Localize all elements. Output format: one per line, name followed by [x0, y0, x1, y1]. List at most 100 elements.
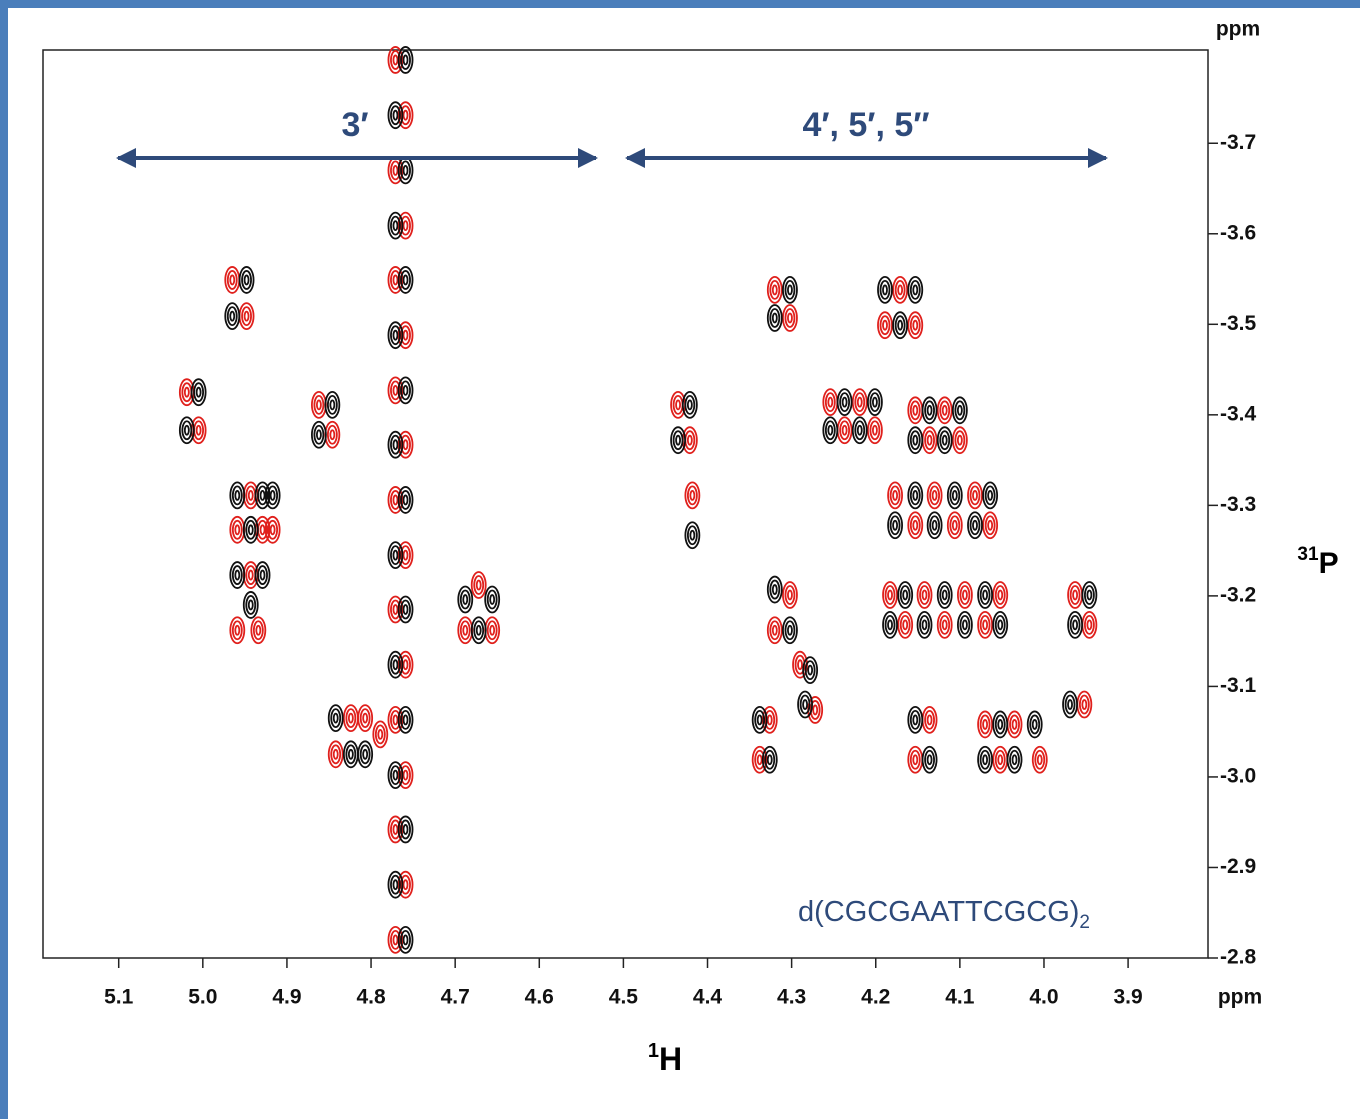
- contour-ring: [979, 585, 991, 605]
- peak: [751, 745, 768, 774]
- contour-ring: [329, 429, 336, 441]
- contour-ring: [909, 710, 921, 730]
- peak: [907, 311, 924, 340]
- contour-ring: [1064, 694, 1076, 715]
- contour-ring: [982, 589, 988, 601]
- contour-ring: [243, 310, 250, 322]
- peak: [397, 761, 414, 790]
- peak: [916, 581, 933, 609]
- contour-ring: [390, 819, 401, 840]
- y-tick-label: -3.1: [1220, 674, 1257, 697]
- peak: [229, 481, 246, 510]
- peak: [982, 511, 999, 540]
- contour-ring: [459, 620, 471, 641]
- contour-ring: [984, 515, 996, 536]
- peak: [397, 101, 414, 130]
- contour-ring: [909, 515, 921, 536]
- contour-ring: [962, 619, 968, 631]
- x-tick-label: 5.0: [188, 986, 217, 1009]
- contour-ring: [994, 714, 1006, 735]
- contour-ring: [402, 439, 409, 451]
- contour-ring: [264, 515, 281, 544]
- contour-ring: [313, 424, 325, 445]
- peak: [977, 710, 993, 739]
- peak: [387, 101, 404, 130]
- contour-ring: [899, 614, 911, 635]
- contour-ring: [387, 430, 404, 459]
- contour-ring: [234, 624, 241, 636]
- contour-ring: [912, 489, 919, 501]
- contour-ring: [766, 754, 773, 766]
- contour-ring: [183, 424, 190, 436]
- contour-ring: [402, 934, 409, 946]
- contour-ring: [994, 749, 1006, 770]
- peak: [977, 610, 993, 639]
- peak: [372, 720, 389, 749]
- contour-ring: [946, 511, 963, 540]
- peak: [357, 740, 374, 769]
- contour-ring: [392, 879, 399, 891]
- peak: [946, 481, 963, 510]
- peak: [851, 388, 868, 417]
- contour-ring: [462, 624, 469, 636]
- contour-ring: [195, 424, 202, 436]
- contour-ring: [473, 575, 485, 595]
- contour-ring: [916, 581, 933, 609]
- contour-ring: [897, 581, 914, 609]
- contour-ring: [229, 310, 236, 322]
- contour-ring: [484, 585, 501, 614]
- x-tick-label: 4.4: [693, 986, 723, 1009]
- contour-ring: [387, 321, 404, 350]
- contour-ring: [921, 589, 928, 601]
- contour-ring: [912, 714, 919, 726]
- contour-ring: [397, 925, 414, 954]
- contour-ring: [1067, 699, 1073, 710]
- peak: [967, 481, 983, 510]
- peak: [802, 656, 819, 685]
- contour-ring: [390, 215, 401, 236]
- contour-ring: [769, 579, 781, 600]
- contour-ring: [926, 481, 943, 510]
- contour-ring: [397, 595, 414, 624]
- contour-ring: [231, 519, 243, 540]
- contour-ring: [257, 485, 268, 506]
- contour-ring: [894, 315, 906, 336]
- contour-ring: [400, 929, 411, 950]
- contour-ring: [1036, 754, 1043, 766]
- peak: [250, 616, 267, 645]
- contour-ring: [259, 489, 266, 501]
- peak: [782, 276, 798, 304]
- peak: [782, 581, 798, 609]
- peak: [238, 266, 255, 294]
- contour-ring: [400, 380, 411, 401]
- contour-ring: [877, 276, 893, 304]
- contour-ring: [897, 610, 914, 639]
- contour-ring: [1072, 589, 1078, 601]
- peak: [684, 481, 701, 510]
- x-tick-label: 4.1: [945, 986, 975, 1009]
- contour-ring: [841, 396, 848, 408]
- contour-ring: [941, 589, 948, 601]
- contour-ring: [969, 485, 981, 506]
- contour-ring: [987, 519, 994, 531]
- contour-ring: [997, 619, 1004, 631]
- contour-ring: [387, 761, 404, 790]
- contour-ring: [851, 416, 868, 445]
- contour-ring: [926, 404, 933, 416]
- contour-ring: [856, 424, 863, 436]
- contour-ring: [931, 489, 938, 501]
- contour-ring: [887, 619, 893, 631]
- contour-ring: [387, 595, 404, 624]
- y-axis-label: 31P: [1297, 544, 1338, 580]
- contour-ring: [402, 769, 409, 781]
- peak: [822, 416, 839, 445]
- contour-ring: [782, 304, 798, 332]
- y-tick-label: -3.3: [1220, 493, 1256, 516]
- contour-ring: [689, 489, 696, 501]
- y-axis-label-text: P: [1319, 547, 1339, 580]
- peak: [397, 650, 414, 679]
- peak: [670, 426, 686, 455]
- contour-ring: [400, 599, 411, 620]
- contour-ring: [957, 581, 973, 609]
- contour-ring: [390, 765, 401, 786]
